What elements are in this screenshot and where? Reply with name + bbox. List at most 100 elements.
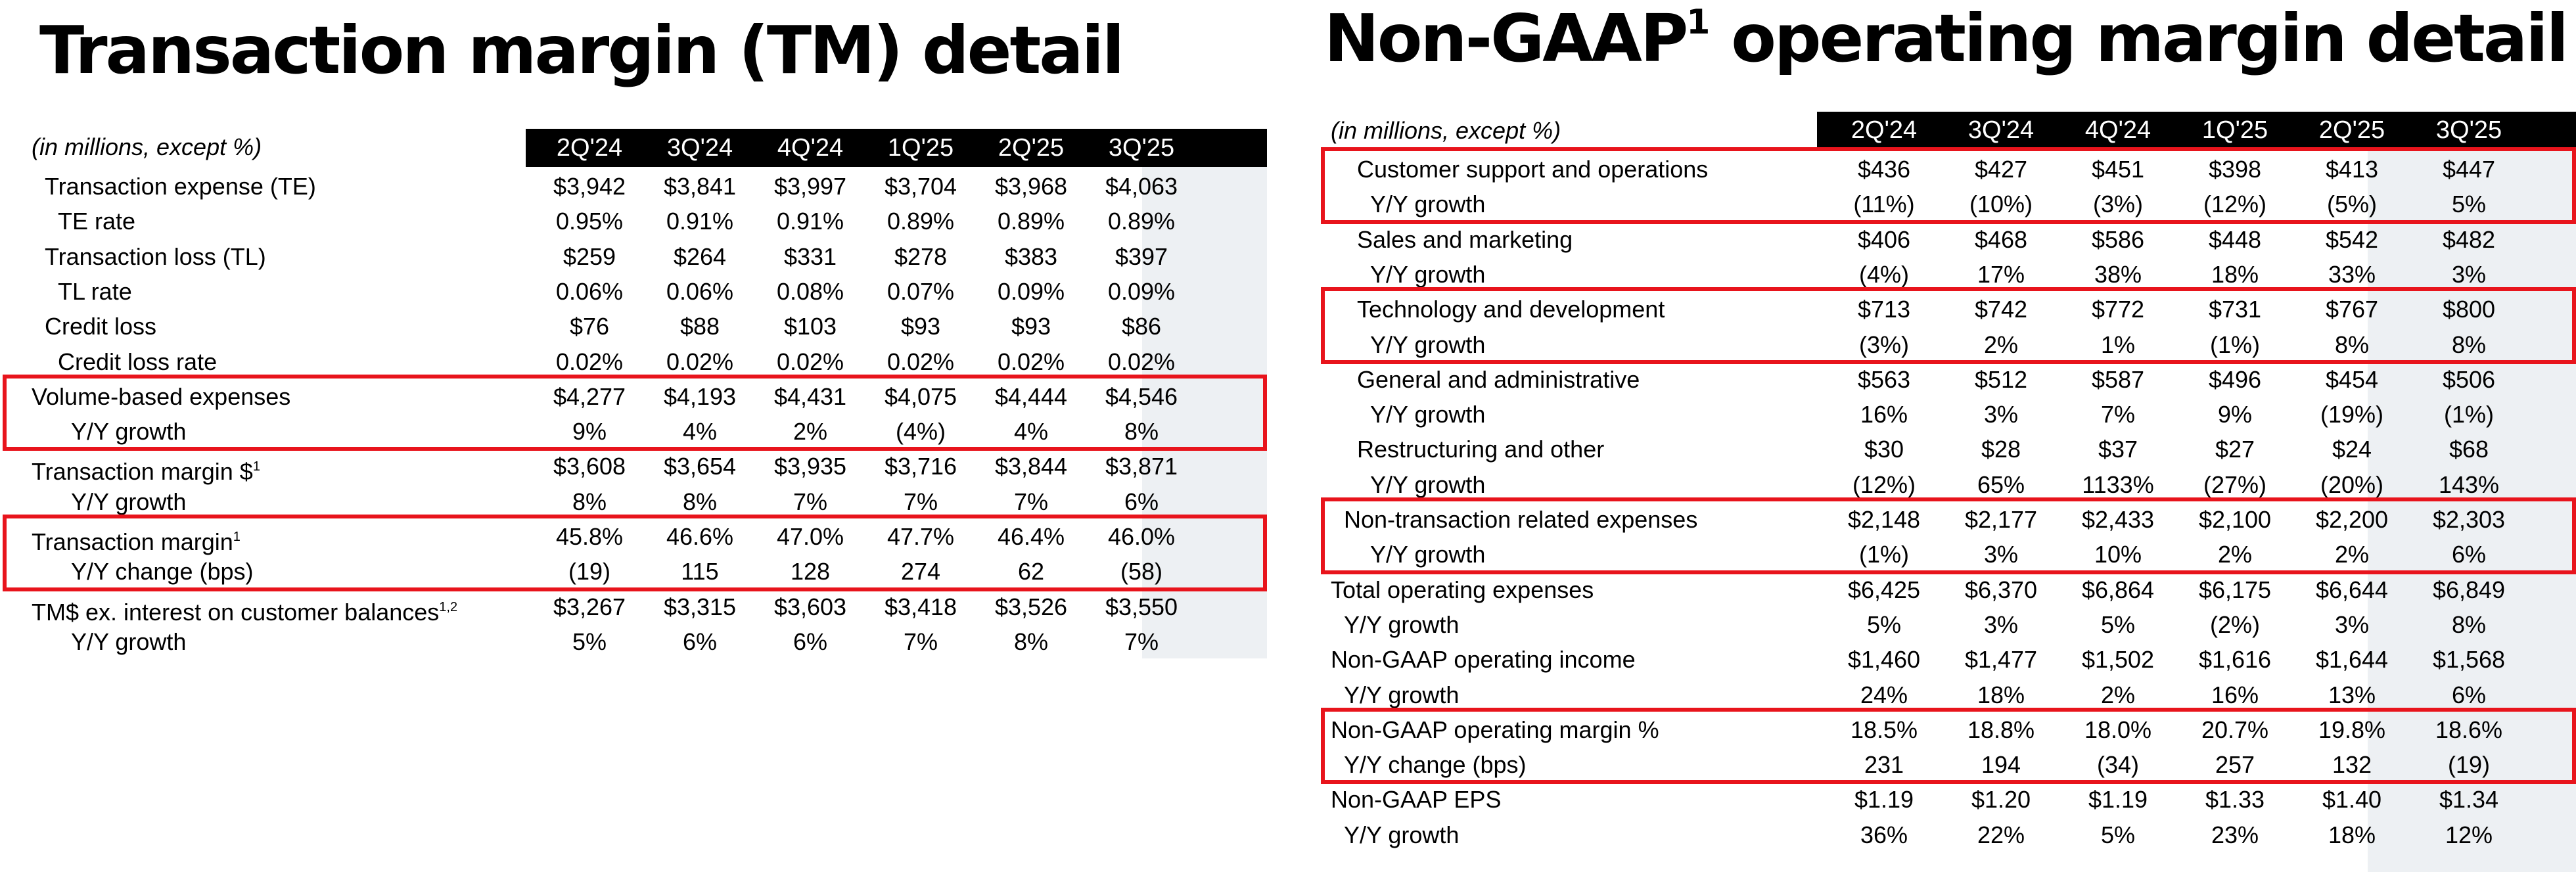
table-cell: 1133% [2082, 470, 2154, 498]
table-cell: $767 [2325, 296, 2379, 323]
table-row: Y/Y growth 5% 6% 6% 7% 8% 7% [0, 625, 1275, 659]
table-cell: $1,460 [1847, 646, 1921, 674]
operating-margin-title: Non-GAAP1 operating margin detail [1324, 0, 2569, 77]
table-cell: (11%) [1853, 191, 1915, 218]
row-label: Restructuring and other [1357, 432, 1604, 467]
table-row: Non-GAAP EPS $1.19 $1.20 $1.19 $1.33 $1.40 $1.… [1321, 783, 2576, 817]
row-label: Volume-based expenses [32, 380, 290, 414]
table-cell: $742 [1974, 296, 2028, 323]
row-label-text: Y/Y change (bps) [1344, 751, 1527, 779]
row-label: Y/Y growth [71, 485, 186, 519]
table-cell: (5%) [2326, 191, 2377, 218]
table-cell: $259 [563, 242, 616, 270]
right-highlight-box-3 [1321, 707, 2576, 785]
table-cell: 0.89% [886, 208, 955, 235]
table-cell: 18% [2211, 260, 2259, 288]
row-label-text: Y/Y growth [1344, 821, 1460, 848]
table-cell: $713 [1857, 296, 1911, 323]
table-cell: 0.06% [555, 277, 624, 305]
table-cell: $93 [900, 313, 941, 340]
row-label-text: Credit loss rate [58, 348, 218, 375]
table-cell: $28 [1981, 436, 2021, 463]
table-row: Restructuring and other $30 $28 $37 $27 $24 $6… [1321, 432, 2576, 467]
row-label-text: Y/Y growth [1370, 470, 1486, 498]
table-cell: 0.02% [1107, 348, 1176, 375]
table-cell: $1,616 [2198, 646, 2272, 674]
table-cell: 5% [2100, 821, 2136, 848]
table-cell: 23% [2211, 821, 2259, 848]
table-cell: 7% [793, 488, 828, 515]
table-cell: 3% [1983, 541, 2019, 568]
row-label-text: Total operating expenses [1331, 576, 1594, 603]
table-cell: $4,075 [884, 382, 957, 410]
table-cell: $454 [2325, 365, 2379, 393]
row-label-text: Sales and marketing [1357, 225, 1573, 253]
table-row: Customer support and operations $436 $427 $… [1321, 152, 2576, 187]
row-label: Y/Y growth [1370, 328, 1485, 362]
table-row: Volume-based expenses $4,277 $4,193 $4,431 $… [0, 380, 1275, 414]
table-cell: 6% [793, 628, 828, 655]
row-label: Y/Y growth [1370, 468, 1485, 502]
table-cell: 6% [1124, 488, 1159, 515]
table-cell: 0.89% [997, 208, 1065, 235]
table-cell: 0.02% [776, 348, 844, 375]
table-cell: $278 [894, 242, 948, 270]
table-cell: $88 [679, 313, 720, 340]
table-cell: 0.06% [666, 277, 734, 305]
row-label: TM$ ex. interest on customer balances1,2 [32, 590, 457, 630]
table-cell: 128 [790, 558, 831, 585]
row-label: General and administrative [1357, 363, 1640, 397]
row-label-text: Customer support and operations [1357, 156, 1709, 183]
table-row: Y/Y growth (3%) 2% 1% (1%) 8% 8% [1321, 328, 2576, 362]
table-cell: (10%) [1969, 191, 2033, 218]
row-label-text: Y/Y growth [1370, 401, 1486, 428]
row-label-text: Y/Y growth [1370, 260, 1486, 288]
row-label: Customer support and operations [1357, 152, 1708, 187]
table-cell: 18.5% [1850, 716, 1918, 743]
row-label-text: Y/Y growth [1370, 331, 1486, 358]
table-cell: 194 [1981, 751, 2021, 779]
row-label-text: Transaction expense (TE) [45, 173, 316, 200]
table-cell: (1%) [2443, 401, 2494, 428]
table-cell: 47.7% [886, 523, 955, 550]
table-cell: 8% [572, 488, 607, 515]
left-col-header-2: 4Q'24 [777, 133, 844, 162]
table-cell: 2% [793, 418, 828, 446]
table-row: Y/Y growth (1%) 3% 10% 2% 2% 6% [1321, 538, 2576, 572]
row-label: TL rate [58, 275, 132, 309]
table-cell: $451 [2091, 156, 2145, 183]
table-cell: $427 [1974, 156, 2028, 183]
table-cell: 8% [2334, 331, 2370, 358]
row-label-text: Non-GAAP EPS [1331, 786, 1502, 814]
table-cell: 22% [1977, 821, 2025, 848]
table-row: Transaction margin1 45.8% 46.6% 47.0% 47.7% 4… [0, 520, 1275, 555]
table-cell: 5% [2451, 191, 2487, 218]
table-cell: $2,148 [1847, 506, 1921, 533]
table-cell: $4,546 [1105, 382, 1178, 410]
table-row: Credit loss rate 0.02% 0.02% 0.02% 0.02% 0.02… [0, 345, 1275, 379]
table-cell: 5% [1866, 610, 1902, 638]
table-cell: $3,871 [1105, 453, 1178, 480]
table-cell: 2% [2217, 541, 2253, 568]
row-label: Credit loss rate [58, 345, 217, 379]
table-cell: $331 [783, 242, 837, 270]
table-cell: (34) [2096, 751, 2140, 779]
table-row: Non-GAAP operating margin % 18.5% 18.8% 18.… [1321, 713, 2576, 747]
table-cell: (58) [1120, 558, 1163, 585]
table-cell: (1%) [1858, 541, 1909, 568]
row-label-text: Non-transaction related expenses [1344, 506, 1698, 533]
table-row: Y/Y growth 8% 8% 7% 7% 7% 6% [0, 485, 1275, 519]
row-label-footnote: 1 [233, 530, 241, 544]
table-row: Y/Y change (bps) 231 194 (34) 257 132 (19) [1321, 748, 2576, 782]
table-cell: 0.02% [886, 348, 955, 375]
row-label-text: Technology and development [1357, 296, 1665, 323]
table-cell: 2% [1983, 331, 2019, 358]
table-cell: $3,968 [994, 173, 1068, 200]
table-cell: $772 [2091, 296, 2145, 323]
table-cell: $563 [1857, 365, 1911, 393]
table-row: TL rate 0.06% 0.06% 0.08% 0.07% 0.09% 0.09% [0, 275, 1275, 309]
row-label-text: Transaction margin [32, 528, 233, 555]
table-row: Non-transaction related expenses $2,148 $2… [1321, 503, 2576, 537]
table-cell: 2% [2334, 541, 2370, 568]
table-cell: 20.7% [2201, 716, 2269, 743]
